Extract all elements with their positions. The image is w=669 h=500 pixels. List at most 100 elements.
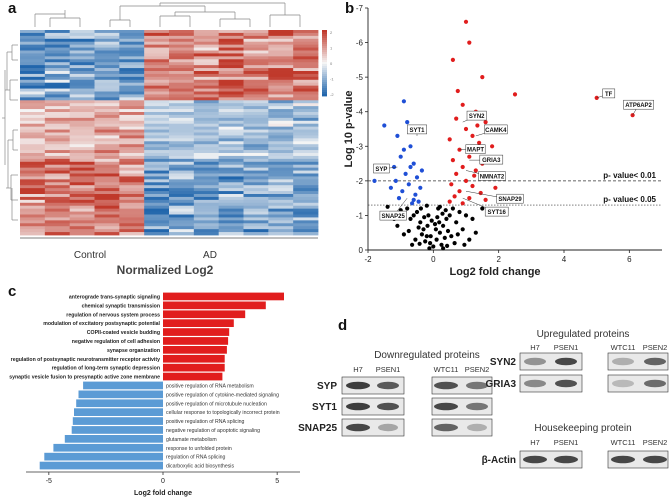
annotation-box xyxy=(478,171,506,181)
heatmap-cell xyxy=(243,68,269,72)
heatmap-cell xyxy=(94,170,120,174)
heatmap-cell xyxy=(268,214,294,218)
heatmap-cell xyxy=(44,106,71,110)
heatmap-cell xyxy=(268,79,294,84)
lane-label: WTC11 xyxy=(611,343,636,352)
heatmap-cell xyxy=(144,164,170,169)
heatmap-cell xyxy=(218,138,244,142)
heatmap-cell xyxy=(144,100,170,104)
heatmap-cell xyxy=(193,229,220,233)
go-bar xyxy=(39,461,164,470)
heatmap-cell xyxy=(293,32,319,37)
heatmap-cell xyxy=(94,232,120,236)
heatmap-cell xyxy=(119,68,145,72)
heatmap-cell xyxy=(69,50,95,54)
colorbar-segment xyxy=(322,90,327,93)
heatmap-cell xyxy=(293,150,319,154)
heatmap-cell xyxy=(144,76,170,81)
volcano-point-not-significant xyxy=(437,204,442,209)
heatmap-cell xyxy=(44,176,71,180)
volcano-point-down-regulated xyxy=(418,185,423,190)
colorbar-segment xyxy=(322,72,327,75)
heatmap-cell xyxy=(119,150,145,154)
heatmap-cell xyxy=(119,170,145,174)
heatmap-cell xyxy=(293,158,319,163)
volcano-point-not-significant xyxy=(460,227,465,232)
heatmap-cell xyxy=(94,135,120,139)
heatmap-cell xyxy=(193,141,220,145)
heatmap-cell xyxy=(94,62,120,66)
heatmap-cell xyxy=(44,179,71,183)
heatmap-cell xyxy=(44,144,71,148)
heatmap-cell xyxy=(44,141,71,145)
heatmap-cell xyxy=(119,179,145,183)
heatmap-cell xyxy=(20,59,46,63)
heatmap-cell xyxy=(243,44,269,48)
heatmap-cell xyxy=(193,205,220,210)
heatmap-cell xyxy=(293,71,319,75)
heatmap-cell xyxy=(44,138,71,142)
heatmap-cell xyxy=(293,217,319,221)
blot-row-label: SNAP25 xyxy=(298,423,337,434)
heatmap-cell xyxy=(144,182,170,186)
heatmap-cell xyxy=(268,179,294,183)
lane-label: H7 xyxy=(530,343,540,352)
heatmap-cell xyxy=(144,32,170,37)
heatmap-cell xyxy=(293,109,319,113)
heatmap-cell xyxy=(268,229,294,233)
colorbar-segment xyxy=(322,56,327,59)
volcano-point-down-regulated xyxy=(395,133,400,138)
heatmap-cell xyxy=(293,170,319,174)
heatmap-cell xyxy=(293,188,319,192)
heatmap-cell xyxy=(243,176,269,180)
heatmap-cell xyxy=(218,211,244,215)
heatmap-cell xyxy=(69,73,95,78)
heatmap-cell xyxy=(119,103,145,107)
heatmap-cell xyxy=(268,202,294,207)
heatmap-cell xyxy=(218,91,244,95)
heatmap-cell xyxy=(20,91,46,95)
x-tick-label: 4 xyxy=(562,255,567,264)
heatmap-cell xyxy=(144,132,170,136)
volcano-point-down-regulated xyxy=(388,185,393,190)
heatmap-cell xyxy=(169,88,195,92)
volcano-point-not-significant xyxy=(418,206,423,211)
go-tick-label: 0 xyxy=(161,478,165,485)
heatmap-cell xyxy=(169,112,195,116)
heatmap-cell xyxy=(94,85,120,89)
heatmap-cell xyxy=(243,59,269,63)
heatmap-cell xyxy=(119,141,145,145)
heatmap-cell xyxy=(144,68,170,72)
heatmap-cell xyxy=(20,62,46,66)
heatmap-cell xyxy=(20,202,46,207)
volcano-point-not-significant xyxy=(433,227,438,232)
heatmap-cell xyxy=(94,179,120,183)
heatmap-cell xyxy=(44,97,71,101)
heatmap-cell xyxy=(268,188,294,192)
heatmap-cell xyxy=(119,199,145,204)
heatmap-cell xyxy=(119,229,145,233)
heatmap-cell xyxy=(20,117,46,122)
heatmap-cell xyxy=(193,191,220,195)
panel-letter-b: b xyxy=(345,0,355,17)
volcano-point-up-regulated xyxy=(457,189,462,194)
heatmap-cell xyxy=(20,226,46,230)
heatmap-cell xyxy=(218,170,244,174)
heatmap-cell xyxy=(94,94,120,98)
heatmap-cell xyxy=(193,199,220,204)
heatmap-cell xyxy=(169,129,195,133)
heatmap-cell xyxy=(144,79,170,84)
heatmap-cell xyxy=(293,182,319,186)
heatmap-cell xyxy=(218,120,244,125)
heatmap-cell xyxy=(144,167,170,171)
colorbar-segment xyxy=(322,36,327,39)
heatmap-cell xyxy=(218,164,244,169)
heatmap-cell xyxy=(193,59,220,63)
volcano-point-not-significant xyxy=(463,213,469,218)
heatmap-cell xyxy=(144,170,170,174)
heatmap-cell xyxy=(293,205,319,210)
heatmap-cell xyxy=(169,153,195,157)
colorbar-segment xyxy=(322,48,327,51)
heatmap-cell xyxy=(243,100,269,104)
heatmap-cell xyxy=(119,132,145,136)
